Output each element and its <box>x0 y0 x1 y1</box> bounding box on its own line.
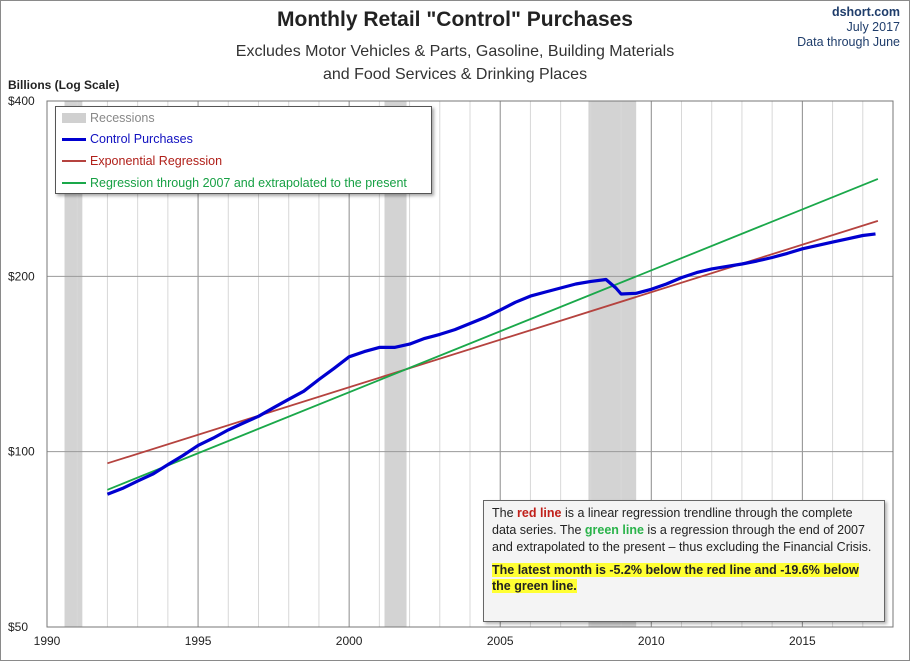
recession-band <box>64 101 83 627</box>
subtitle-line-2: and Food Services & Drinking Places <box>322 66 588 83</box>
legend-label-control-purchases: Control Purchases <box>90 132 193 146</box>
legend-item-regression-2007: Regression through 2007 and extrapolated… <box>62 175 407 191</box>
legend-swatch-recessions <box>62 113 86 123</box>
chart-subtitle: Excludes Motor Vehicles & Parts, Gasolin… <box>0 40 910 86</box>
annotation-red-line: red line <box>517 506 562 520</box>
x-tick-label: 2010 <box>638 634 665 648</box>
y-axis-label: Billions (Log Scale) <box>8 78 120 92</box>
legend-label-regression-2007: Regression through 2007 and extrapolated… <box>90 176 407 190</box>
legend-label-exponential-regression: Exponential Regression <box>90 154 223 168</box>
annotation-part-3: is a regression through the end of 2007 … <box>492 523 872 554</box>
chart-legend: Recessions Control Purchases Exponential… <box>55 106 432 194</box>
chart-title: Monthly Retail "Control" Purchases <box>277 8 633 31</box>
subtitle-line-1: Excludes Motor Vehicles & Parts, Gasolin… <box>235 43 675 60</box>
legend-label-recessions: Recessions <box>90 111 155 125</box>
annotation-box: The red line is a linear regression tren… <box>483 500 885 622</box>
series-lines <box>106 178 879 496</box>
y-tick-label: $200 <box>8 269 35 283</box>
annotation-highlight: The latest month is -5.2% below the red … <box>492 562 876 594</box>
annotation-text: The red line is a linear regression tren… <box>492 505 876 556</box>
x-tick-label: 1995 <box>185 634 212 648</box>
legend-item-exponential-regression: Exponential Regression <box>62 153 222 169</box>
x-axis-ticks: 1990 1995 2000 2005 2010 2015 <box>34 634 816 648</box>
y-tick-label: $50 <box>8 620 28 634</box>
source-date: July 2017 <box>846 20 900 34</box>
x-tick-label: 2005 <box>487 634 514 648</box>
legend-swatch-exponential-regression <box>62 160 86 162</box>
recession-band <box>384 101 407 627</box>
x-tick-label: 2000 <box>336 634 363 648</box>
source-data-through: Data through June <box>797 35 900 49</box>
legend-swatch-control-purchases <box>62 137 86 141</box>
regression-2007-line <box>107 178 879 491</box>
annotation-highlight-text: The latest month is -5.2% below the red … <box>492 563 859 593</box>
annotation-part-2: is a linear regression trendline through… <box>492 506 853 537</box>
control-purchases-line <box>106 232 876 496</box>
x-tick-label: 2015 <box>789 634 816 648</box>
source-site: dshort.com <box>831 5 900 19</box>
y-tick-label: $400 <box>8 94 35 108</box>
plot-area-border <box>46 100 894 628</box>
legend-swatch-regression-2007 <box>62 182 86 184</box>
exponential-regression-line <box>107 220 879 465</box>
annotation-green-line: green line <box>584 523 644 537</box>
annotation-part-1: The <box>492 506 518 520</box>
source-credit: dshort.com July 2017 Data through June <box>797 5 900 50</box>
legend-item-control-purchases: Control Purchases <box>62 131 193 147</box>
y-tick-label: $100 <box>8 445 35 459</box>
legend-item-recessions: Recessions <box>62 110 155 126</box>
x-tick-label: 1990 <box>34 634 61 648</box>
y-axis-ticks: $50 $100 $200 $400 <box>8 94 35 634</box>
